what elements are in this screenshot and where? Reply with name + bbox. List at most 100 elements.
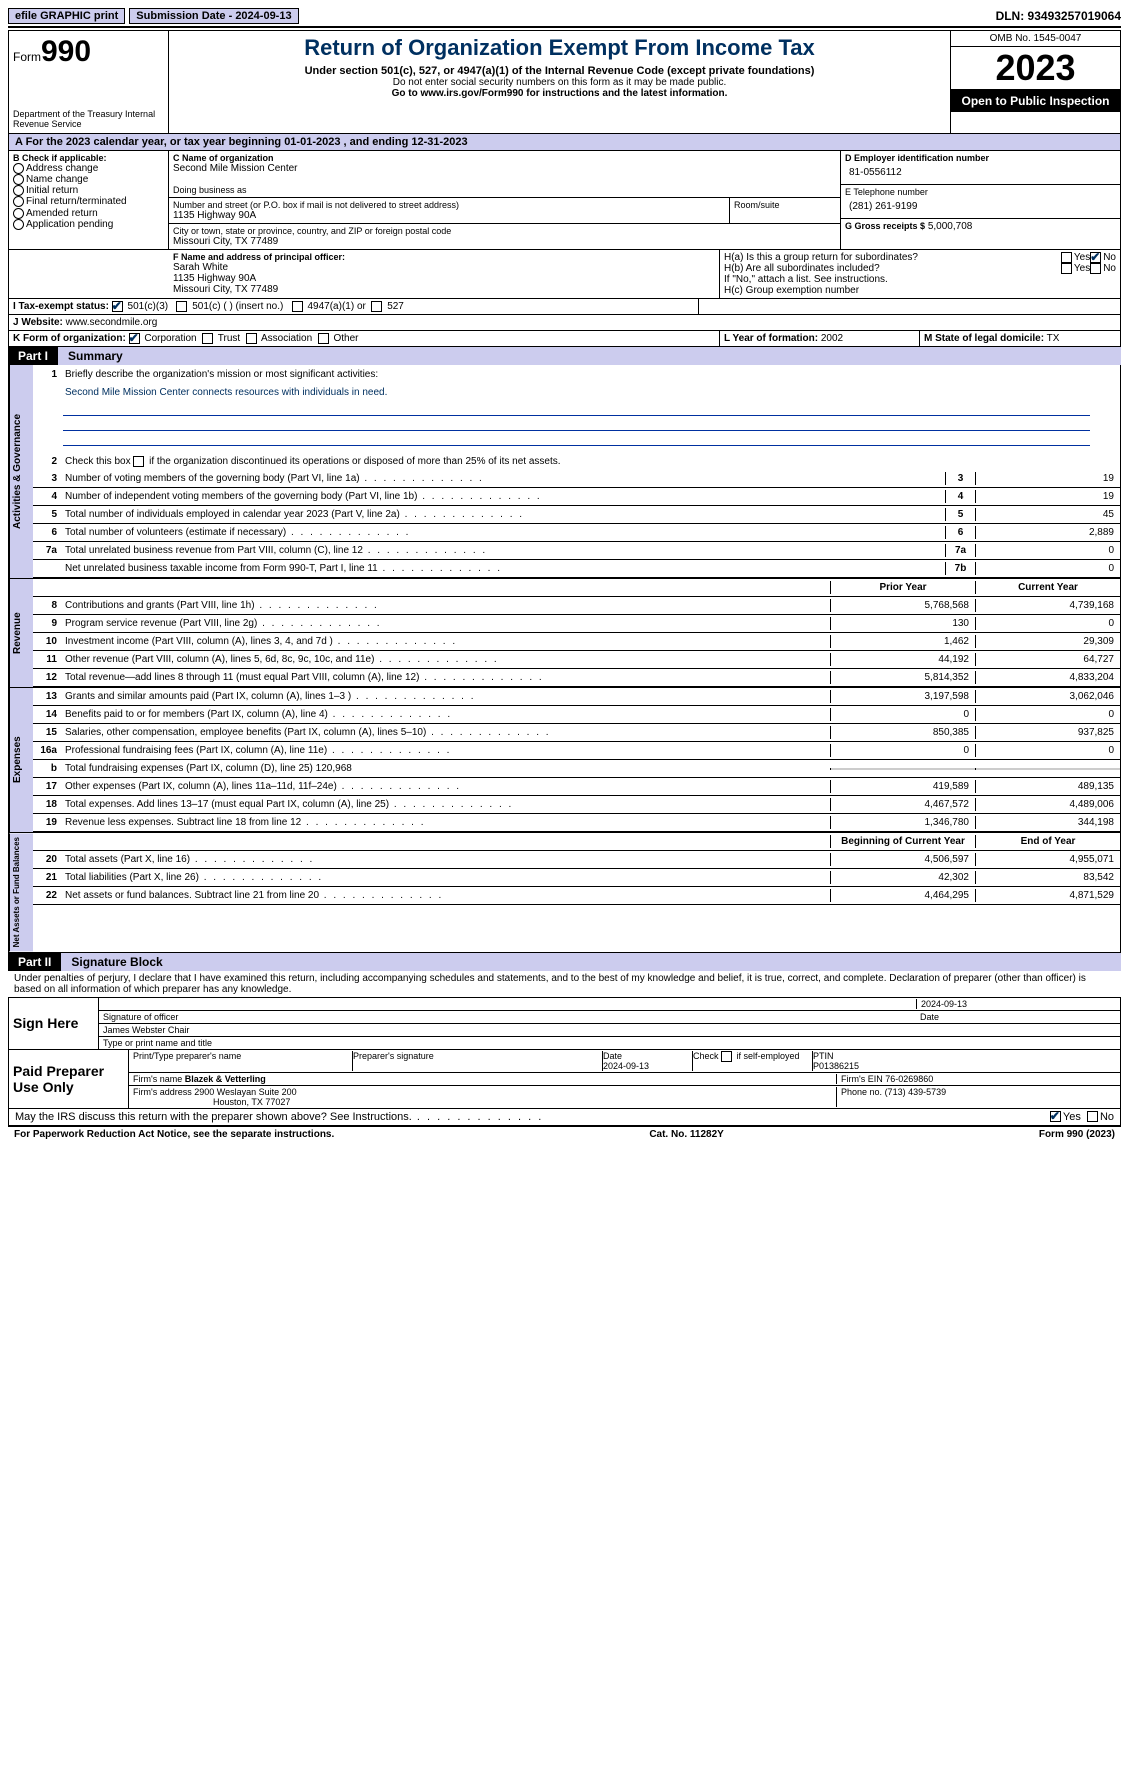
date-label: Date [916, 1012, 1116, 1022]
prior-value: 130 [830, 617, 975, 630]
summary-desc: Total revenue—add lines 8 through 11 (mu… [61, 671, 830, 684]
chk-discuss-no[interactable] [1087, 1111, 1098, 1122]
chk-label: Final return/terminated [26, 197, 127, 208]
part1-tab: Part I [8, 347, 58, 365]
top-toolbar: efile GRAPHIC print Submission Date - 20… [8, 8, 1121, 28]
sign-date: 2024-09-13 [916, 999, 1116, 1009]
year-formation-label: L Year of formation: [724, 333, 818, 344]
chk-other[interactable] [318, 333, 329, 344]
chk-corp[interactable] [129, 333, 140, 344]
chk-trust[interactable] [202, 333, 213, 344]
domicile-label: M State of legal domicile: [924, 333, 1044, 344]
summary-desc: Contributions and grants (Part VIII, lin… [61, 599, 830, 612]
vlabel-expenses: Expenses [9, 688, 33, 832]
line2: Check this box if the organization disco… [61, 455, 1120, 468]
prior-value: 3,197,598 [830, 690, 975, 703]
prep-date: 2024-09-13 [603, 1061, 649, 1071]
goto-link[interactable]: Go to www.irs.gov/Form990 for instructio… [173, 88, 946, 99]
chk-501c[interactable] [176, 301, 187, 312]
chk-527[interactable] [371, 301, 382, 312]
header-right: OMB No. 1545-0047 2023 Open to Public In… [950, 31, 1120, 133]
prep-sig-label: Preparer's signature [353, 1051, 603, 1071]
section-h: H(a) Is this a group return for subordin… [720, 250, 1120, 298]
ssn-warning: Do not enter social security numbers on … [173, 77, 946, 88]
summary-desc: Other revenue (Part VIII, column (A), li… [61, 653, 830, 666]
line-value: 0 [975, 544, 1120, 557]
chk-discontinued[interactable] [133, 456, 144, 467]
firm-ein: 76-0269860 [885, 1074, 933, 1084]
current-value: 64,727 [975, 653, 1120, 666]
summary-desc: Total number of volunteers (estimate if … [61, 526, 945, 539]
chk-hb-yes[interactable] [1061, 263, 1072, 274]
opt-assoc: Association [261, 333, 312, 344]
chk-ha-no[interactable] [1090, 252, 1101, 263]
header-left: Form990 Department of the Treasury Inter… [9, 31, 169, 133]
gross-label: G Gross receipts $ [845, 221, 925, 231]
prior-value: 5,768,568 [830, 599, 975, 612]
footer-right: Form 990 (2023) [1039, 1129, 1115, 1140]
chk-label: Address change [26, 163, 98, 174]
col-end: End of Year [975, 835, 1120, 848]
city-state-zip: Missouri City, TX 77489 [173, 236, 836, 247]
chk-assoc[interactable] [246, 333, 257, 344]
declaration-text: Under penalties of perjury, I declare th… [8, 971, 1121, 998]
header-mid: Return of Organization Exempt From Incom… [169, 31, 950, 133]
opt-other: Other [333, 333, 358, 344]
chk-amended[interactable] [13, 208, 24, 219]
omb-number: OMB No. 1545-0047 [951, 31, 1120, 47]
opt-4947: 4947(a)(1) or [307, 301, 365, 312]
prior-value: 0 [830, 744, 975, 757]
summary-desc: Total liabilities (Part X, line 26) [61, 871, 830, 884]
chk-discuss-yes[interactable] [1050, 1111, 1061, 1122]
form-subtitle: Under section 501(c), 527, or 4947(a)(1)… [173, 65, 946, 77]
officer-label: F Name and address of principal officer: [173, 252, 715, 262]
chk-ha-yes[interactable] [1061, 252, 1072, 263]
sig-officer-label: Signature of officer [103, 1012, 916, 1022]
gross-value: 5,000,708 [928, 221, 973, 232]
chk-self-employed[interactable] [721, 1051, 732, 1062]
summary-desc: Net assets or fund balances. Subtract li… [61, 889, 830, 902]
col-begin: Beginning of Current Year [830, 835, 975, 848]
prior-value: 1,462 [830, 635, 975, 648]
section-b-label: B Check if applicable: [13, 153, 164, 163]
end-value: 4,871,529 [975, 889, 1120, 902]
officer-name-title: James Webster Chair [103, 1025, 189, 1035]
city-label: City or town, state or province, country… [173, 226, 836, 236]
chk-label: Amended return [26, 208, 98, 219]
chk-app-pending[interactable] [13, 219, 24, 230]
current-value: 344,198 [975, 816, 1120, 829]
chk-label: Initial return [26, 185, 78, 196]
chk-name-change[interactable] [13, 174, 24, 185]
firm-name: Blazek & Vetterling [185, 1074, 266, 1084]
end-value: 83,542 [975, 871, 1120, 884]
footer-mid: Cat. No. 11282Y [649, 1129, 723, 1140]
line-box: 4 [945, 490, 975, 503]
room-label: Room/suite [734, 200, 836, 210]
firm-phone-label: Phone no. [841, 1087, 882, 1097]
firm-label: Firm's name [133, 1074, 185, 1084]
section-b: B Check if applicable: Address change Na… [9, 151, 169, 249]
summary-desc: Net unrelated business taxable income fr… [61, 562, 945, 575]
vlabel-netassets: Net Assets or Fund Balances [9, 833, 33, 951]
efile-print-button[interactable]: efile GRAPHIC print [8, 8, 125, 24]
chk-label: Application pending [26, 219, 113, 230]
ptin: P01386215 [813, 1061, 859, 1071]
current-value: 489,135 [975, 780, 1120, 793]
dba-label: Doing business as [173, 185, 836, 195]
street-address: 1135 Highway 90A [173, 210, 725, 221]
chk-501c3[interactable] [112, 301, 123, 312]
chk-address-change[interactable] [13, 163, 24, 174]
self-employed: Check if self-employed [693, 1051, 813, 1071]
chk-final-return[interactable] [13, 196, 24, 207]
summary-desc: Total fundraising expenses (Part IX, col… [61, 762, 830, 775]
chk-initial-return[interactable] [13, 185, 24, 196]
chk-4947[interactable] [292, 301, 303, 312]
website-value[interactable]: www.secondmile.org [66, 317, 158, 328]
prior-value: 44,192 [830, 653, 975, 666]
officer-name: Sarah White [173, 262, 715, 273]
form-label: Form [13, 50, 41, 64]
chk-hb-no[interactable] [1090, 263, 1101, 274]
summary-desc: Professional fundraising fees (Part IX, … [61, 744, 830, 757]
tax-exempt-row: I Tax-exempt status: 501(c)(3) 501(c) ( … [9, 299, 699, 314]
opt-trust: Trust [218, 333, 240, 344]
